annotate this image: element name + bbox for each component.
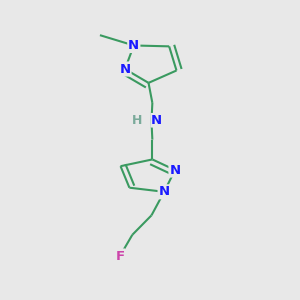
Text: F: F [116, 250, 124, 262]
Text: N: N [159, 185, 170, 198]
Text: N: N [151, 114, 162, 127]
Text: N: N [119, 62, 130, 76]
Text: N: N [169, 164, 181, 176]
Text: H: H [132, 114, 142, 127]
Text: N: N [128, 39, 140, 52]
